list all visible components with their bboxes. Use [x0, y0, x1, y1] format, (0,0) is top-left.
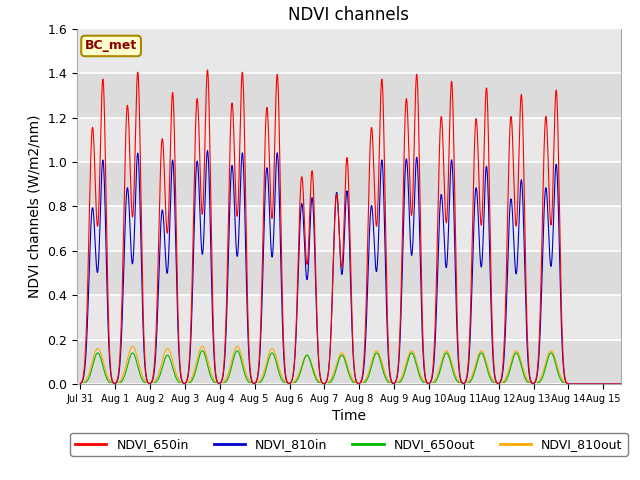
- NDVI_650out: [272, 359, 280, 364]
- NDVI_650out: [420, 380, 428, 385]
- NDVI_810in: [396, 334, 404, 340]
- NDVI_810out: [420, 378, 428, 384]
- NDVI_810out: [617, 381, 625, 387]
- NDVI_810out: [129, 343, 136, 349]
- NDVI_810in: [104, 301, 111, 307]
- NDVI_810in: [506, 204, 514, 210]
- Bar: [77, 73, 621, 118]
- Bar: [77, 340, 621, 384]
- Text: BC_met: BC_met: [85, 39, 137, 52]
- NDVI_650out: [477, 350, 485, 356]
- NDVI_810in: [76, 381, 84, 386]
- NDVI_810out: [396, 377, 404, 383]
- NDVI_650in: [396, 322, 404, 327]
- Legend: NDVI_650in, NDVI_810in, NDVI_650out, NDVI_810out: NDVI_650in, NDVI_810in, NDVI_650out, NDV…: [70, 433, 628, 456]
- NDVI_650in: [617, 381, 625, 387]
- X-axis label: Time: Time: [332, 409, 366, 423]
- Bar: [77, 162, 621, 206]
- Title: NDVI channels: NDVI channels: [288, 6, 410, 24]
- NDVI_810out: [272, 353, 280, 359]
- Bar: [77, 206, 621, 251]
- NDVI_810in: [272, 164, 280, 169]
- NDVI_810out: [506, 363, 514, 369]
- NDVI_650in: [272, 90, 280, 96]
- NDVI_650in: [506, 126, 514, 132]
- NDVI_650out: [617, 381, 625, 387]
- Bar: [77, 295, 621, 340]
- Bar: [77, 29, 621, 73]
- NDVI_650out: [76, 381, 84, 387]
- Y-axis label: NDVI channels (W/m2/nm): NDVI channels (W/m2/nm): [28, 115, 42, 298]
- NDVI_650in: [204, 67, 211, 73]
- NDVI_810in: [204, 148, 211, 154]
- NDVI_650out: [506, 368, 514, 373]
- NDVI_650in: [477, 222, 485, 228]
- Line: NDVI_810in: NDVI_810in: [80, 151, 621, 384]
- NDVI_810in: [477, 264, 485, 270]
- Bar: [77, 118, 621, 162]
- NDVI_650in: [104, 273, 111, 279]
- NDVI_650in: [420, 355, 428, 360]
- NDVI_650out: [396, 379, 404, 385]
- Line: NDVI_650out: NDVI_650out: [80, 351, 621, 384]
- NDVI_650out: [104, 377, 111, 383]
- NDVI_810in: [617, 381, 625, 387]
- NDVI_650in: [76, 381, 84, 386]
- NDVI_810out: [76, 381, 84, 386]
- Line: NDVI_650in: NDVI_650in: [80, 70, 621, 384]
- Bar: [77, 251, 621, 295]
- NDVI_810out: [104, 373, 111, 379]
- Line: NDVI_810out: NDVI_810out: [80, 346, 621, 384]
- NDVI_810in: [420, 362, 428, 368]
- NDVI_810out: [477, 348, 485, 354]
- NDVI_650out: [198, 348, 206, 354]
